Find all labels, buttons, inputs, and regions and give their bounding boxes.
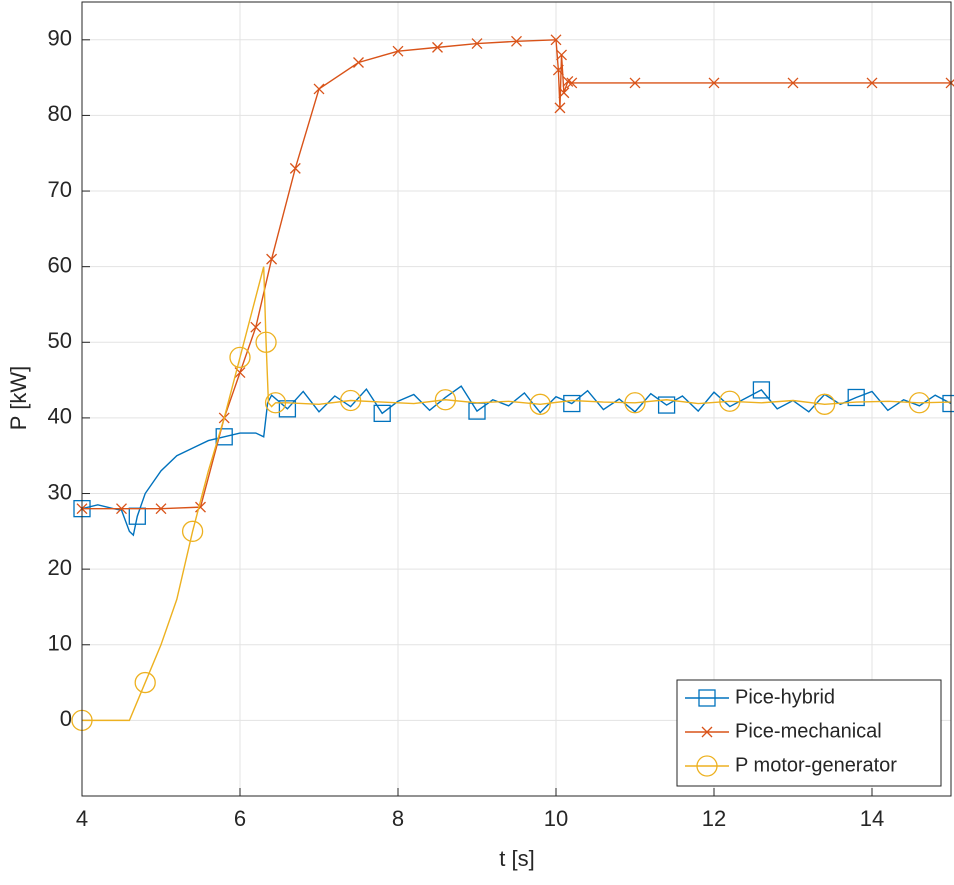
marker [181,520,204,542]
marker [250,321,262,333]
y-tick-label: 30 [48,479,72,504]
marker [529,393,551,415]
marker [339,389,362,412]
marker [289,162,301,174]
legend-symbol [701,726,713,738]
legend-marker [698,689,716,707]
marker [554,102,566,114]
legend-marker [696,755,718,777]
marker [558,87,570,99]
x-tick-label: 8 [392,806,404,831]
y-tick-label: 60 [48,252,72,277]
marker [155,503,167,515]
marker [550,34,562,46]
marker [229,346,251,369]
legend-label: Pice-hybrid [735,686,835,708]
marker [134,671,156,694]
marker [215,428,233,446]
marker [432,41,443,53]
legend-marker [701,726,713,738]
marker [629,77,641,89]
marker [353,57,364,68]
marker [278,400,297,418]
y-tick-label: 20 [48,555,72,580]
marker [657,396,676,414]
y-tick-label: 90 [48,26,72,51]
marker [313,83,325,95]
legend-symbol [696,755,718,777]
y-tick-label: 10 [48,631,72,656]
axes-box [81,1,952,797]
marker [266,253,278,265]
legend-label: Pice-mechanical [735,720,882,742]
marker [434,389,457,411]
marker [552,64,564,76]
marker [392,45,404,57]
marker [566,77,578,89]
y-tick-label: 50 [48,328,72,353]
y-tick-label: 40 [48,404,72,429]
x-axis-label: t [s] [499,846,534,871]
marker [556,49,567,61]
marker [787,77,799,89]
x-tick-label: 10 [544,806,568,831]
marker [195,501,206,513]
legend-symbol [698,689,716,707]
marker [708,77,720,89]
legend: Pice-hybrid Pice-mechanical P motor-genera… [676,679,942,787]
marker [813,393,836,415]
x-tick-label: 4 [76,806,88,831]
marker [264,392,287,414]
x-tick-label: 6 [234,806,246,831]
marker [563,394,581,413]
marker [116,503,127,515]
marker [908,392,931,414]
marker [866,77,878,89]
marker [719,390,741,412]
marker [373,404,391,423]
marker [255,331,277,353]
x-tick-label: 14 [860,806,884,831]
marker [471,38,483,50]
y-axis-label: P [kW] [6,366,31,430]
marker [562,75,574,87]
marker [847,388,865,407]
x-tick-label: 12 [702,806,726,831]
y-tick-label: 80 [48,101,72,126]
legend-label: P motor-generator [735,754,897,776]
y-tick-label: 0 [60,706,72,731]
y-tick-label: 70 [48,177,72,202]
marker [624,392,646,414]
marker [752,381,771,399]
marker [511,35,522,47]
